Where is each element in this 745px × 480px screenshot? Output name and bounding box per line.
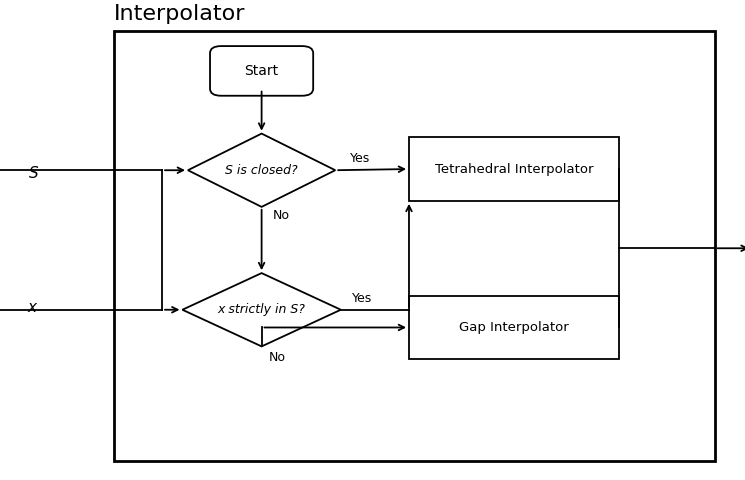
Bar bbox=[409, 137, 619, 201]
Text: Yes: Yes bbox=[350, 153, 370, 166]
Text: Yes: Yes bbox=[352, 292, 372, 305]
Text: Tetrahedral Interpolator: Tetrahedral Interpolator bbox=[435, 163, 593, 176]
Text: Gap Interpolator: Gap Interpolator bbox=[459, 321, 569, 334]
Text: Interpolator: Interpolator bbox=[114, 4, 246, 24]
FancyBboxPatch shape bbox=[114, 31, 714, 461]
Text: x strictly in S?: x strictly in S? bbox=[218, 303, 305, 316]
Polygon shape bbox=[183, 273, 340, 347]
Text: $S$: $S$ bbox=[28, 165, 39, 180]
Text: S is closed?: S is closed? bbox=[225, 164, 298, 177]
Bar bbox=[409, 296, 619, 360]
Text: Start: Start bbox=[244, 64, 279, 78]
FancyBboxPatch shape bbox=[210, 46, 313, 96]
Polygon shape bbox=[188, 133, 335, 207]
Text: No: No bbox=[273, 209, 290, 222]
Text: No: No bbox=[269, 351, 286, 364]
Text: $x$: $x$ bbox=[28, 300, 39, 315]
